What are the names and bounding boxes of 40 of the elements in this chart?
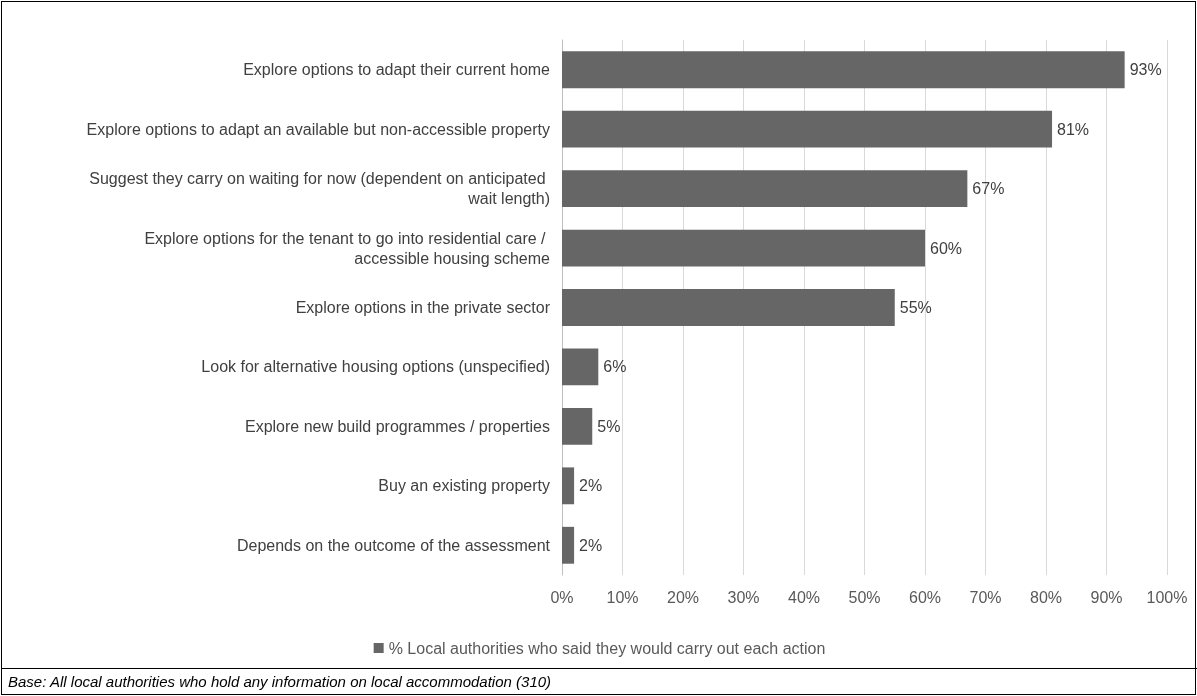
bar <box>562 229 925 267</box>
x-tick-label: 0% <box>550 588 574 606</box>
x-tick-label: 10% <box>606 588 639 606</box>
x-tick-label: 80% <box>1029 588 1063 606</box>
y-tick-label: Explore options to adapt an available but non-accessible property <box>86 120 550 138</box>
data-label: 93% <box>1129 61 1162 79</box>
y-tick-label: Buy an existing property <box>378 477 550 495</box>
bar <box>562 110 1053 148</box>
data-label: 6% <box>603 358 627 376</box>
bar <box>562 170 968 208</box>
y-tick-label: Explore new build programmes / properties <box>244 417 550 435</box>
data-label: 2% <box>579 477 603 495</box>
bar <box>562 348 599 386</box>
x-tick-label: 70% <box>969 588 1002 606</box>
y-tick-label: Explore options in the private sector <box>295 299 551 316</box>
bar <box>562 526 575 564</box>
x-tick-label: 100% <box>1146 588 1188 606</box>
x-tick-label: 50% <box>848 588 881 606</box>
data-label: 2% <box>579 536 603 554</box>
x-tick-label: 30% <box>727 588 760 606</box>
bar <box>562 467 575 505</box>
y-tick-label: Depends on the outcome of the assessment <box>236 536 551 554</box>
bar <box>562 51 1125 89</box>
y-tick-label: Look for alternative housing options (unspecified) <box>201 358 550 376</box>
bar <box>562 289 895 326</box>
data-label: 55% <box>899 299 932 316</box>
data-label: 81% <box>1057 120 1090 138</box>
legend-label: % Local authorities who said they would carry out each action <box>388 639 826 657</box>
data-label: 67% <box>972 180 1005 198</box>
y-tick-label: Suggest they carry on waiting for now (dependent on anticipated wait length) <box>89 170 550 208</box>
data-label: 5% <box>597 417 621 435</box>
text: Base: All local authorities who hold any information on local accommodation (310) <box>8 673 552 690</box>
x-tick-label: 20% <box>666 588 700 606</box>
y-tick-label: Explore options to adapt their current home <box>243 61 551 79</box>
data-label: 60% <box>930 239 963 257</box>
x-tick-label: 40% <box>787 588 821 606</box>
bar <box>562 407 593 445</box>
y-tick-label: Explore options for the tenant to go into residential care / accessible housing scheme <box>144 229 551 267</box>
x-tick-label: 90% <box>1090 588 1123 606</box>
x-tick-label: 60% <box>908 588 942 606</box>
